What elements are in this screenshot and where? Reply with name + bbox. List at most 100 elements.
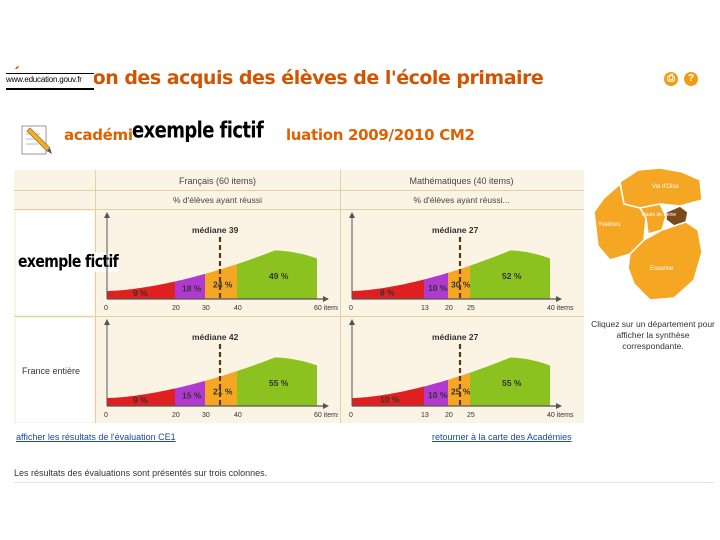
francais-header: Français (60 items): [178, 176, 257, 186]
segment-label: 10 %: [380, 395, 400, 405]
distribution-segment[interactable]: [175, 273, 205, 299]
tick-label: 20: [445, 412, 453, 419]
segment-label: 52 %: [502, 271, 522, 281]
map-region-essonne[interactable]: [627, 221, 703, 301]
academie-suffix: luation 2009/2010 CM2: [285, 126, 475, 144]
distribution-segment[interactable]: [424, 379, 448, 406]
segment-label: 10 %: [428, 390, 448, 400]
academies-map-link[interactable]: retourner à la carte des Académies: [432, 432, 572, 442]
segment-label: 8 %: [380, 288, 395, 298]
map-instruction: Cliquez sur un département pour afficher…: [591, 319, 715, 351]
segment-label: 15 %: [182, 390, 202, 400]
median-label: médiane 42: [192, 332, 239, 342]
page-title: Évaluation des acquis des élèves de l'éc…: [10, 67, 544, 89]
distribution-segment[interactable]: [470, 357, 550, 407]
distribution-segment[interactable]: [352, 279, 424, 300]
segment-label: 55 %: [502, 378, 522, 388]
segment-label: 25 %: [451, 387, 471, 397]
pencil-icon: [21, 125, 52, 155]
row1-label-stamp: exemple fictif: [18, 252, 119, 272]
tick-label: 40 items: [547, 305, 574, 312]
departement-map[interactable]: Val d'Oise Yvelines Hauts de Seine Paris…: [590, 160, 716, 306]
tick-label: 25: [467, 305, 475, 312]
tick-label: 60 items: [314, 412, 338, 419]
segment-label: 10 %: [428, 283, 448, 293]
segment-label: 24 %: [213, 280, 233, 290]
academie-title: académie d luation 2009/2010 CM2: [64, 126, 475, 144]
divider: [340, 170, 341, 423]
map-label: Paris: [690, 214, 704, 220]
map-label: Yvelines: [598, 222, 620, 228]
axis-arrow: [323, 403, 329, 409]
map-label: Essonne: [650, 266, 674, 272]
ce1-results-link[interactable]: afficher les résultats de l'évaluation C…: [16, 432, 176, 442]
tick-label: 20: [445, 305, 453, 312]
francais-subheader: % d'élèves ayant réussi: [172, 195, 263, 205]
row2-label: France entière: [22, 366, 81, 376]
distribution-segment[interactable]: [237, 250, 317, 299]
tick-label: 30: [202, 305, 210, 312]
divider: [95, 170, 96, 423]
axis-arrow: [104, 319, 110, 325]
row-label-cell: [16, 318, 94, 422]
tick-label: 0: [104, 412, 108, 419]
axis-arrow: [556, 403, 562, 409]
chart-france-francais[interactable]: 9 % 15 % 21 % 55 % 0 20 30 40 60 items médiane 42: [97, 318, 338, 422]
divider: [14, 482, 714, 483]
maths-header: Mathématiques (40 items): [409, 176, 514, 186]
distribution-segment[interactable]: [175, 380, 205, 406]
median-label: médiane 27: [432, 332, 479, 342]
tick-label: 13: [421, 412, 429, 419]
axis-arrow: [349, 319, 355, 325]
tick-label: 30: [202, 412, 210, 419]
chart-academie-francais[interactable]: 9 % 18 % 24 % 49 % 0 20 30 40 60 items médiane 39: [97, 211, 338, 315]
logo-backdrop: [6, 70, 94, 90]
segment-label: 21 %: [213, 387, 233, 397]
segment-label: 9 %: [133, 288, 148, 298]
distribution-segment[interactable]: [107, 388, 175, 407]
distribution-segment[interactable]: [237, 357, 317, 406]
tick-label: 40: [234, 412, 242, 419]
distribution-segment[interactable]: [470, 250, 550, 300]
divider: [14, 209, 584, 210]
tick-label: 20: [172, 305, 180, 312]
print-icon: ⎙: [667, 73, 675, 84]
segment-label: 55 %: [269, 378, 289, 388]
axis-arrow: [104, 212, 110, 218]
tick-label: 40: [234, 305, 242, 312]
tick-label: 25: [467, 412, 475, 419]
footer-note: Les résultats des évaluations sont prése…: [14, 468, 268, 478]
axis-arrow: [349, 212, 355, 218]
print-button[interactable]: ⎙: [664, 72, 678, 86]
education-gouv-logo[interactable]: www.education.gouv.fr: [6, 73, 94, 90]
map-label: Hauts de Seine: [642, 212, 676, 218]
tick-label: 0: [349, 412, 353, 419]
segment-label: 18 %: [182, 283, 202, 293]
segment-label: 49 %: [269, 271, 289, 281]
median-label: médiane 39: [192, 225, 239, 235]
tick-label: 20: [172, 412, 180, 419]
divider: [14, 190, 584, 191]
distribution-segment[interactable]: [352, 386, 424, 407]
distribution-segment[interactable]: [107, 281, 175, 300]
tick-label: 13: [421, 305, 429, 312]
axis-arrow: [323, 296, 329, 302]
help-button[interactable]: ?: [684, 72, 698, 86]
map-label: Val d'Oise: [652, 184, 679, 190]
tick-label: 0: [349, 305, 353, 312]
distribution-segment[interactable]: [448, 265, 470, 299]
tick-label: 40 items: [547, 412, 574, 419]
distribution-segment[interactable]: [448, 372, 470, 406]
tick-label: 60 items: [314, 305, 338, 312]
fictitious-stamp: exemple fictif: [132, 117, 264, 144]
segment-label: 9 %: [133, 395, 148, 405]
axis-arrow: [556, 296, 562, 302]
tick-label: 0: [104, 305, 108, 312]
median-label: médiane 27: [432, 225, 479, 235]
distribution-segment[interactable]: [424, 272, 448, 299]
maths-subheader: % d'élèves ayant réussi...: [413, 195, 510, 205]
divider: [14, 316, 584, 317]
segment-label: 30 %: [451, 280, 471, 290]
chart-academie-maths[interactable]: 8 % 10 % 30 % 52 % 0 13 20 25 40 items médiane 27: [342, 211, 582, 315]
